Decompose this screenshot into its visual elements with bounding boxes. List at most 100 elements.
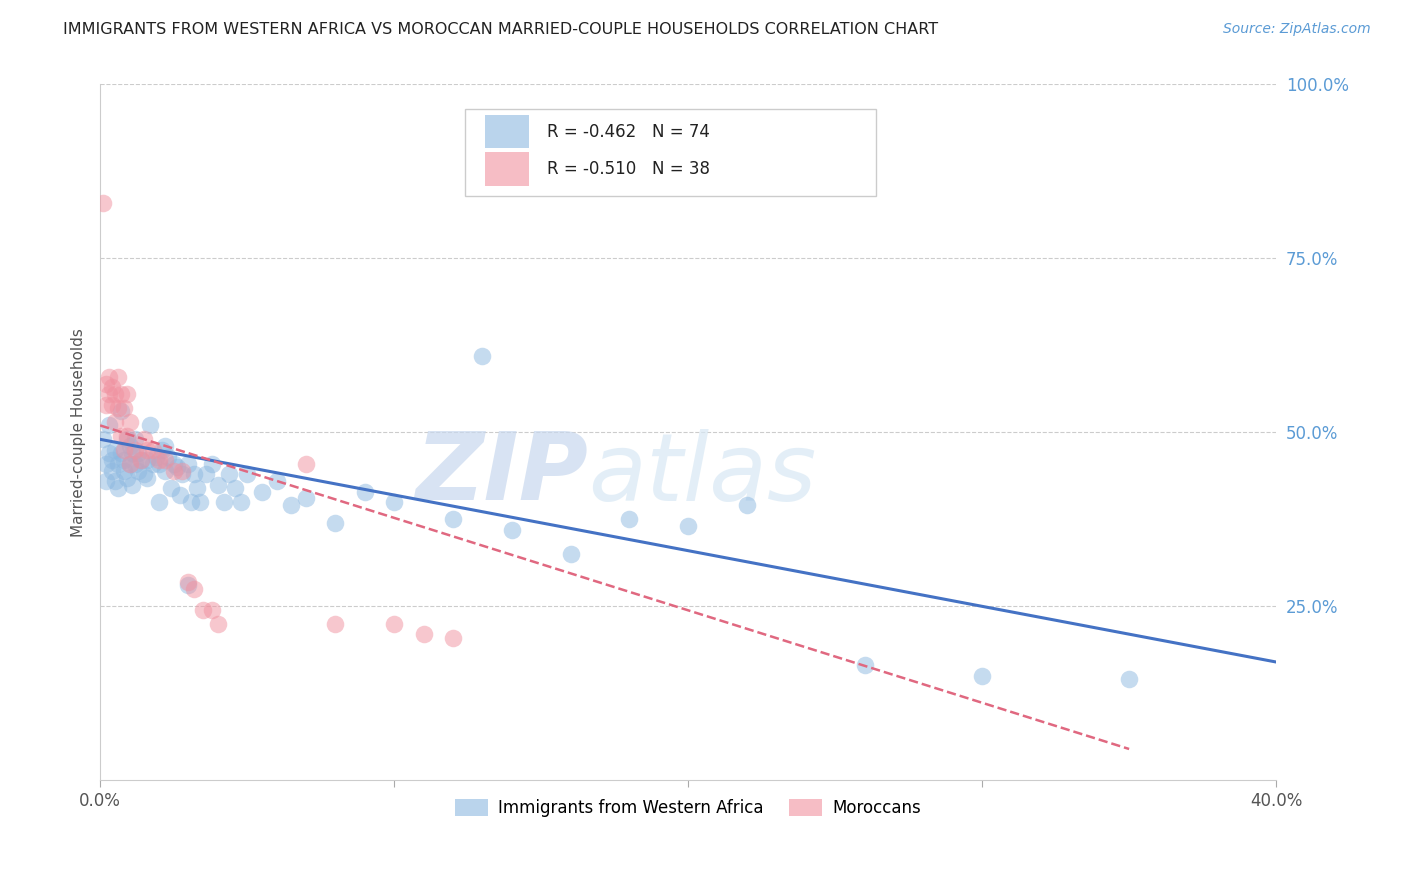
- Point: [97, 369, 120, 384]
- Point: [186, 481, 208, 495]
- Point: [148, 495, 170, 509]
- Point: [972, 669, 994, 683]
- Point: [382, 495, 405, 509]
- Point: [153, 464, 176, 478]
- Text: atlas: atlas: [588, 429, 817, 520]
- Point: [441, 512, 464, 526]
- Point: [250, 484, 273, 499]
- Point: [441, 631, 464, 645]
- Point: [201, 603, 224, 617]
- Point: [136, 442, 159, 457]
- Point: [94, 457, 117, 471]
- Point: [382, 616, 405, 631]
- Point: [129, 453, 152, 467]
- Point: [353, 484, 375, 499]
- Point: [183, 467, 205, 482]
- Point: [115, 470, 138, 484]
- FancyBboxPatch shape: [464, 109, 876, 195]
- Point: [853, 658, 876, 673]
- Text: R = -0.462   N = 74: R = -0.462 N = 74: [547, 122, 710, 141]
- Point: [224, 481, 246, 495]
- Point: [115, 429, 138, 443]
- Point: [156, 450, 179, 464]
- Point: [110, 387, 132, 401]
- Point: [172, 464, 194, 478]
- Text: Source: ZipAtlas.com: Source: ZipAtlas.com: [1223, 22, 1371, 37]
- Point: [323, 616, 346, 631]
- Point: [121, 446, 143, 460]
- Point: [101, 380, 124, 394]
- Point: [107, 457, 129, 471]
- Point: [121, 477, 143, 491]
- Point: [110, 446, 132, 460]
- Point: [295, 457, 318, 471]
- Point: [94, 398, 117, 412]
- Point: [107, 369, 129, 384]
- Point: [112, 464, 135, 478]
- Point: [201, 457, 224, 471]
- Point: [218, 467, 240, 482]
- Point: [619, 512, 641, 526]
- Point: [94, 376, 117, 391]
- Point: [97, 387, 120, 401]
- Point: [101, 464, 124, 478]
- Point: [139, 418, 162, 433]
- Point: [94, 474, 117, 488]
- Point: [676, 519, 699, 533]
- Point: [124, 457, 146, 471]
- FancyBboxPatch shape: [485, 153, 529, 186]
- Point: [162, 457, 184, 471]
- Point: [127, 464, 149, 478]
- Point: [183, 582, 205, 596]
- Point: [166, 460, 188, 475]
- Point: [236, 467, 259, 482]
- Point: [323, 516, 346, 530]
- Point: [1118, 673, 1140, 687]
- Point: [194, 467, 217, 482]
- Point: [97, 418, 120, 433]
- Point: [145, 450, 167, 464]
- Y-axis label: Married-couple Households: Married-couple Households: [72, 328, 86, 537]
- Point: [136, 470, 159, 484]
- Point: [177, 457, 200, 471]
- Point: [118, 415, 141, 429]
- Point: [124, 442, 146, 457]
- Text: ZIP: ZIP: [415, 428, 588, 520]
- Point: [110, 404, 132, 418]
- Point: [91, 195, 114, 210]
- Point: [115, 433, 138, 447]
- Point: [110, 429, 132, 443]
- Point: [142, 442, 165, 457]
- Point: [266, 474, 288, 488]
- Point: [91, 433, 114, 447]
- Point: [471, 349, 494, 363]
- Point: [118, 457, 141, 471]
- Point: [101, 398, 124, 412]
- Point: [560, 547, 582, 561]
- FancyBboxPatch shape: [485, 115, 529, 148]
- Point: [104, 474, 127, 488]
- Point: [118, 439, 141, 453]
- Point: [107, 481, 129, 495]
- Point: [104, 442, 127, 457]
- Point: [112, 442, 135, 457]
- Legend: Immigrants from Western Africa, Moroccans: Immigrants from Western Africa, Moroccan…: [449, 793, 928, 824]
- Point: [124, 433, 146, 447]
- Point: [207, 477, 229, 491]
- Point: [104, 387, 127, 401]
- Text: IMMIGRANTS FROM WESTERN AFRICA VS MOROCCAN MARRIED-COUPLE HOUSEHOLDS CORRELATION: IMMIGRANTS FROM WESTERN AFRICA VS MOROCC…: [63, 22, 938, 37]
- Point: [129, 453, 152, 467]
- Point: [212, 495, 235, 509]
- Point: [177, 578, 200, 592]
- Point: [112, 401, 135, 415]
- Text: R = -0.510   N = 38: R = -0.510 N = 38: [547, 161, 710, 178]
- Point: [134, 467, 156, 482]
- Point: [104, 415, 127, 429]
- Point: [180, 495, 202, 509]
- Point: [153, 453, 176, 467]
- Point: [159, 481, 181, 495]
- Point: [148, 453, 170, 467]
- Point: [735, 499, 758, 513]
- Point: [207, 616, 229, 631]
- Point: [501, 523, 523, 537]
